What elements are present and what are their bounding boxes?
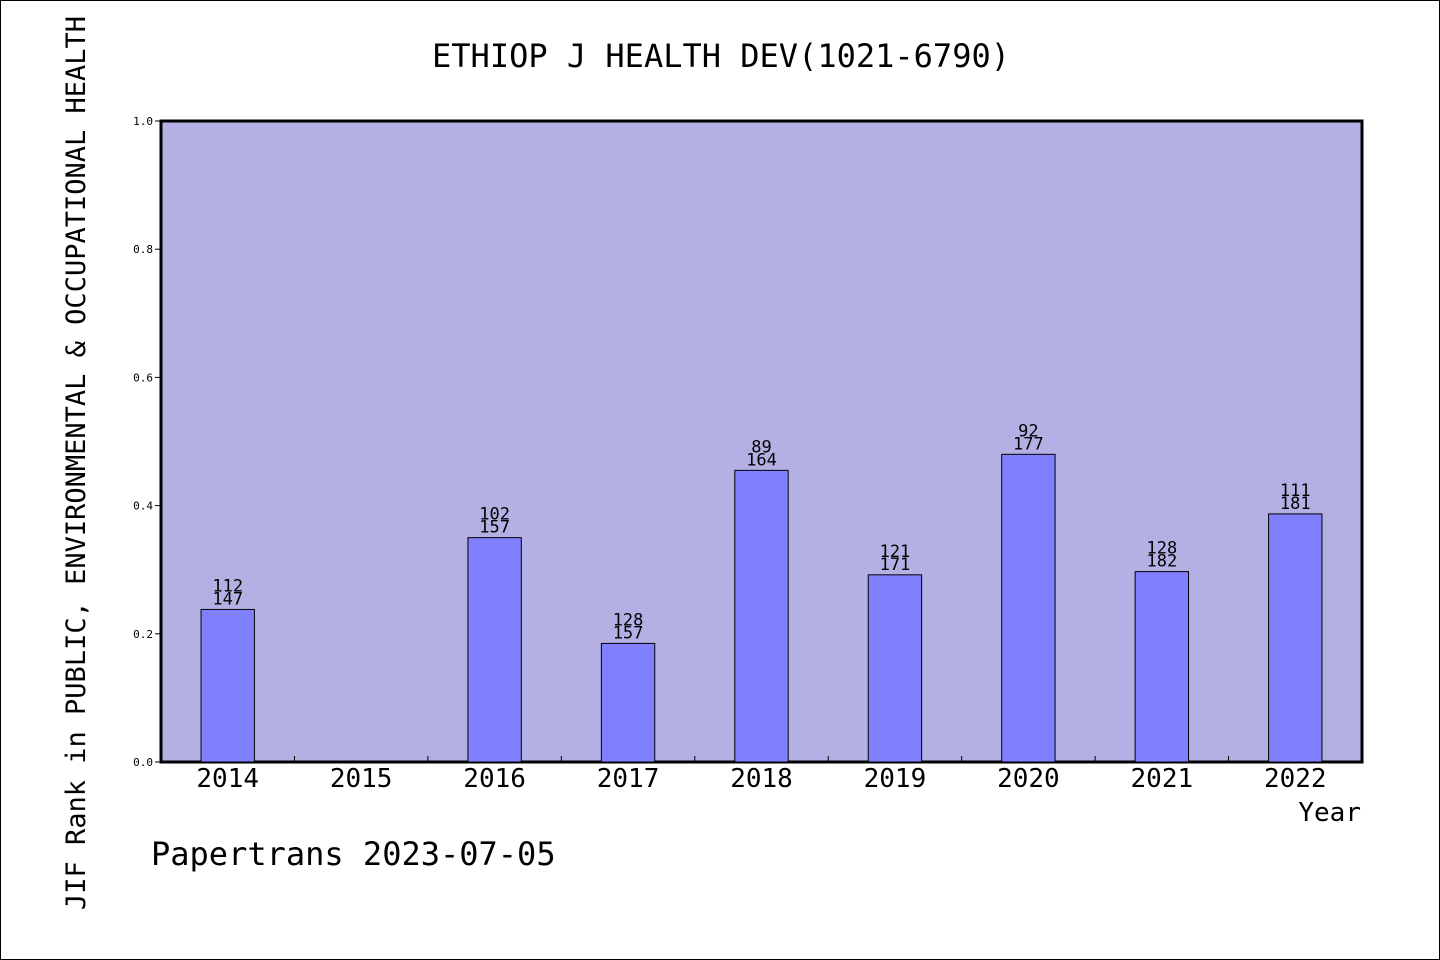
bar <box>600 642 656 763</box>
bar-rank-label: 92 <box>1018 421 1038 441</box>
bar <box>1001 453 1056 763</box>
x-tick-label: 2017 <box>597 764 660 794</box>
x-tick-label: 2021 <box>1131 764 1194 794</box>
x-tick-label: 2018 <box>730 764 793 794</box>
y-tick-label: 0.4 <box>133 500 153 513</box>
x-axis-ticks: 2014 2015 2016 2017 2018 2019 2020 2021 2022 <box>196 756 1327 794</box>
bar-total-label: 182 <box>1146 552 1177 572</box>
bar <box>1268 513 1323 763</box>
bar-total-label: 171 <box>880 555 911 575</box>
x-tick-label: 2020 <box>997 764 1060 794</box>
bar-rank-label: 121 <box>880 542 911 562</box>
bar-rank-label: 111 <box>1280 481 1311 501</box>
bar-rank-label: 128 <box>1146 539 1177 559</box>
bar-total-label: 181 <box>1280 494 1311 514</box>
bar-total-label: 147 <box>212 589 243 609</box>
y-tick-label: 0.0 <box>133 756 153 769</box>
bar <box>1134 571 1190 763</box>
bar-rank-label: 102 <box>479 505 510 525</box>
bar <box>867 574 923 763</box>
x-tick-label: 2015 <box>330 764 393 794</box>
y-tick-label: 0.6 <box>133 371 153 384</box>
x-tick-label: 2022 <box>1264 764 1327 794</box>
bar-rank-label: 89 <box>751 437 771 457</box>
bar-total-label: 157 <box>613 623 644 643</box>
x-tick-label: 2014 <box>196 764 259 794</box>
y-axis-label: JIF Rank in PUBLIC, ENVIRONMENTAL & OCCU… <box>61 16 92 910</box>
bar-rank-label: 128 <box>613 610 644 630</box>
y-axis-ticks: 0.0 0.2 0.4 0.6 0.8 1.0 <box>133 115 161 769</box>
bar-series: 1121471021571281578916412117192177128182… <box>200 421 1323 763</box>
y-tick-label: 0.2 <box>133 628 153 641</box>
chart-title: ETHIOP J HEALTH DEV(1021-6790) <box>432 37 1010 75</box>
bar <box>467 537 522 763</box>
bar-total-label: 157 <box>479 518 510 538</box>
footer-credit: Papertrans 2023-07-05 <box>151 835 556 873</box>
y-tick-label: 1.0 <box>133 115 153 128</box>
y-tick-label: 0.8 <box>133 243 153 256</box>
x-tick-label: 2016 <box>463 764 526 794</box>
bar-total-label: 177 <box>1013 434 1044 454</box>
x-tick-label: 2019 <box>864 764 927 794</box>
bar <box>200 608 255 763</box>
bar-total-label: 164 <box>746 450 777 470</box>
bar-rank-label: 112 <box>212 576 243 596</box>
bar <box>734 469 789 763</box>
x-axis-label: Year <box>1298 798 1361 828</box>
